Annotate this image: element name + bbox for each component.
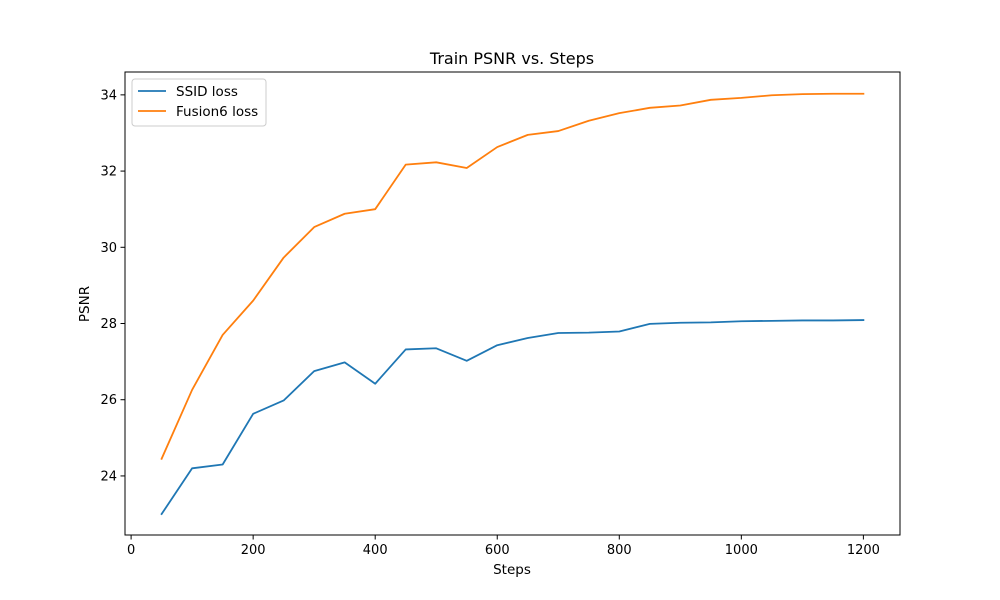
plot-area bbox=[125, 72, 900, 535]
legend-label: Fusion6 loss bbox=[176, 104, 258, 120]
x-axis-label: Steps bbox=[493, 562, 531, 578]
plot-background bbox=[125, 72, 900, 535]
plot-frame bbox=[124, 71, 901, 536]
series-line-2 bbox=[160, 92, 865, 460]
legend: SSID loss Fusion6 loss bbox=[131, 78, 267, 127]
x-tick-label: 600 bbox=[485, 543, 510, 558]
y-tick-label: 24 bbox=[100, 469, 117, 484]
x-tick-label: 200 bbox=[241, 543, 266, 558]
axes: 0 200 400 600 800 1000 1200 24 26 28 30 32 34 bbox=[100, 71, 901, 558]
x-tick-label: 0 bbox=[127, 543, 135, 558]
y-axis-label: PSNR bbox=[77, 286, 93, 322]
y-tick-label: 28 bbox=[100, 317, 117, 332]
y-tick-label: 34 bbox=[100, 88, 117, 103]
y-tick-label: 26 bbox=[100, 393, 117, 408]
x-tick-label: 1000 bbox=[725, 543, 758, 558]
x-tick-label: 800 bbox=[607, 543, 632, 558]
y-tick-label: 32 bbox=[100, 165, 117, 180]
y-tick-label: 30 bbox=[100, 241, 117, 256]
legend-label: SSID loss bbox=[176, 84, 238, 100]
x-tick-label: 1200 bbox=[847, 543, 880, 558]
x-tick-label: 400 bbox=[363, 543, 388, 558]
chart-title: Train PSNR vs. Steps bbox=[429, 49, 594, 68]
series-group bbox=[160, 92, 865, 516]
series-line-1 bbox=[160, 319, 865, 516]
